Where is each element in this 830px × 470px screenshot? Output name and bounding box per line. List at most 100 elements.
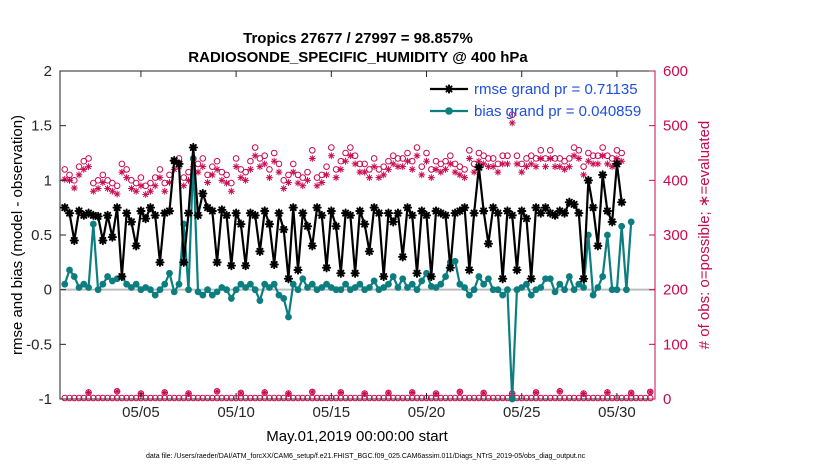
obs-zero-point [418, 394, 426, 402]
bias-point [356, 280, 364, 288]
obs-evaluated-point-stroke [200, 164, 206, 170]
obs-zero-evaluated-point [532, 389, 540, 396]
obs-evaluated-point-stroke [566, 164, 572, 170]
obs-evaluated-point-stroke [509, 120, 515, 126]
obs-evaluated-point-stroke [128, 185, 135, 192]
obs-zero-point [394, 394, 402, 402]
obs-possible-point [218, 168, 226, 176]
obs-zero-evaluated-point-stroke [238, 390, 244, 396]
rmse-point [103, 210, 113, 220]
bias-point [270, 280, 278, 288]
obs-possible-point [347, 144, 354, 151]
bias-point [299, 275, 307, 283]
obs-evaluated-point [89, 187, 97, 195]
obs-evaluated-point-stroke [457, 172, 463, 178]
x-tick-label: 05/25 [503, 404, 541, 421]
obs-zero-point [537, 394, 545, 402]
obs-zero-point [247, 394, 254, 402]
rmse-point-stroke [146, 204, 154, 212]
legend-rmse-label: rmse grand pr = 0.71135 [474, 81, 638, 98]
bias-point [351, 284, 359, 291]
obs-possible-point [585, 149, 592, 157]
left-y-axis: -1 -0.5 0 0.5 1 1.5 2 [26, 63, 66, 408]
rmse-point-stroke [284, 275, 293, 283]
obs-evaluated-point-stroke [400, 164, 406, 170]
obs-evaluated-point [323, 171, 331, 179]
rmse-point [141, 214, 151, 224]
rmse-point [207, 206, 217, 216]
rmse-point [402, 203, 413, 213]
obs-possible-point [247, 157, 254, 165]
obs-possible-point [599, 144, 606, 151]
obs-possible-point [475, 149, 483, 157]
obs-evaluated-point [613, 154, 621, 162]
rmse-point-stroke [594, 242, 602, 250]
obs-zero-point [594, 394, 602, 402]
obs-evaluated-point-stroke [238, 174, 244, 181]
rmse-point [260, 206, 270, 216]
obs-zero-evaluated-point [309, 388, 316, 395]
bias-point [556, 280, 564, 288]
obs-evaluated-point-stroke [152, 183, 158, 189]
rmse-point [493, 208, 503, 218]
rmse-point [345, 210, 355, 220]
left-y-tick-label: 2 [44, 63, 52, 80]
obs-zero-point [61, 394, 69, 402]
obs-evaluated-point-stroke [381, 172, 387, 178]
bias-point [166, 269, 173, 277]
rmse-point-stroke [232, 209, 240, 217]
rmse-point [274, 208, 284, 218]
rmse-point [602, 206, 612, 216]
obs-zero-point [570, 394, 578, 402]
obs-possible-point [275, 160, 283, 168]
obs-evaluated-point [456, 171, 464, 179]
rmse-point [321, 263, 332, 273]
rmse-point [398, 252, 408, 262]
obs-evaluated-point-stroke [419, 172, 425, 178]
obs-possible-point [256, 155, 264, 162]
rmse-point [617, 197, 627, 207]
obs-evaluated-point-stroke [471, 169, 477, 175]
obs-zero-point [90, 394, 97, 402]
obs-zero-point [608, 394, 616, 402]
obs-evaluated-point [384, 165, 392, 173]
bias-point [366, 284, 373, 291]
obs-zero-point [347, 394, 354, 402]
rmse-point [464, 265, 474, 275]
bias-point [537, 284, 545, 291]
rmse-point [288, 203, 298, 213]
obs-zero-point [175, 394, 183, 402]
obs-evaluated-point-stroke [119, 169, 125, 175]
bias-point [332, 286, 340, 294]
bias-point [94, 286, 102, 294]
rmse-point-stroke [442, 211, 450, 219]
obs-zero-evaluated-point [237, 389, 244, 397]
rmse-point [536, 208, 546, 218]
rmse-point-stroke [180, 258, 188, 266]
rmse-point [217, 205, 227, 215]
bias-point [542, 275, 549, 283]
rmse-point [326, 206, 336, 216]
rmse-point-stroke [208, 207, 216, 215]
rmse-point-stroke [480, 207, 488, 215]
obs-possible-point [580, 163, 587, 170]
obs-evaluated-point-stroke [214, 166, 220, 173]
bias-point [294, 286, 302, 294]
bias-point [194, 288, 202, 296]
obs-zero-point [218, 394, 226, 402]
obs-evaluated-point-stroke [604, 161, 611, 167]
obs-evaluated-point [432, 165, 440, 173]
rmse-point [474, 162, 484, 172]
obs-zero-point [213, 394, 221, 402]
obs-zero-evaluated-point-stroke [309, 389, 315, 395]
left-y-tick-label: 1.5 [31, 118, 52, 135]
rmse-point-stroke [437, 209, 445, 217]
bias-point [289, 280, 297, 288]
rmse-point-stroke [65, 209, 74, 217]
obs-evaluated-point-stroke [76, 172, 82, 178]
x-tick-label: 05/05 [122, 404, 160, 421]
rmse-point-stroke [61, 204, 69, 212]
rmse-point [136, 206, 146, 216]
obs-evaluated-point [561, 165, 569, 173]
obs-evaluated-point [223, 179, 231, 187]
